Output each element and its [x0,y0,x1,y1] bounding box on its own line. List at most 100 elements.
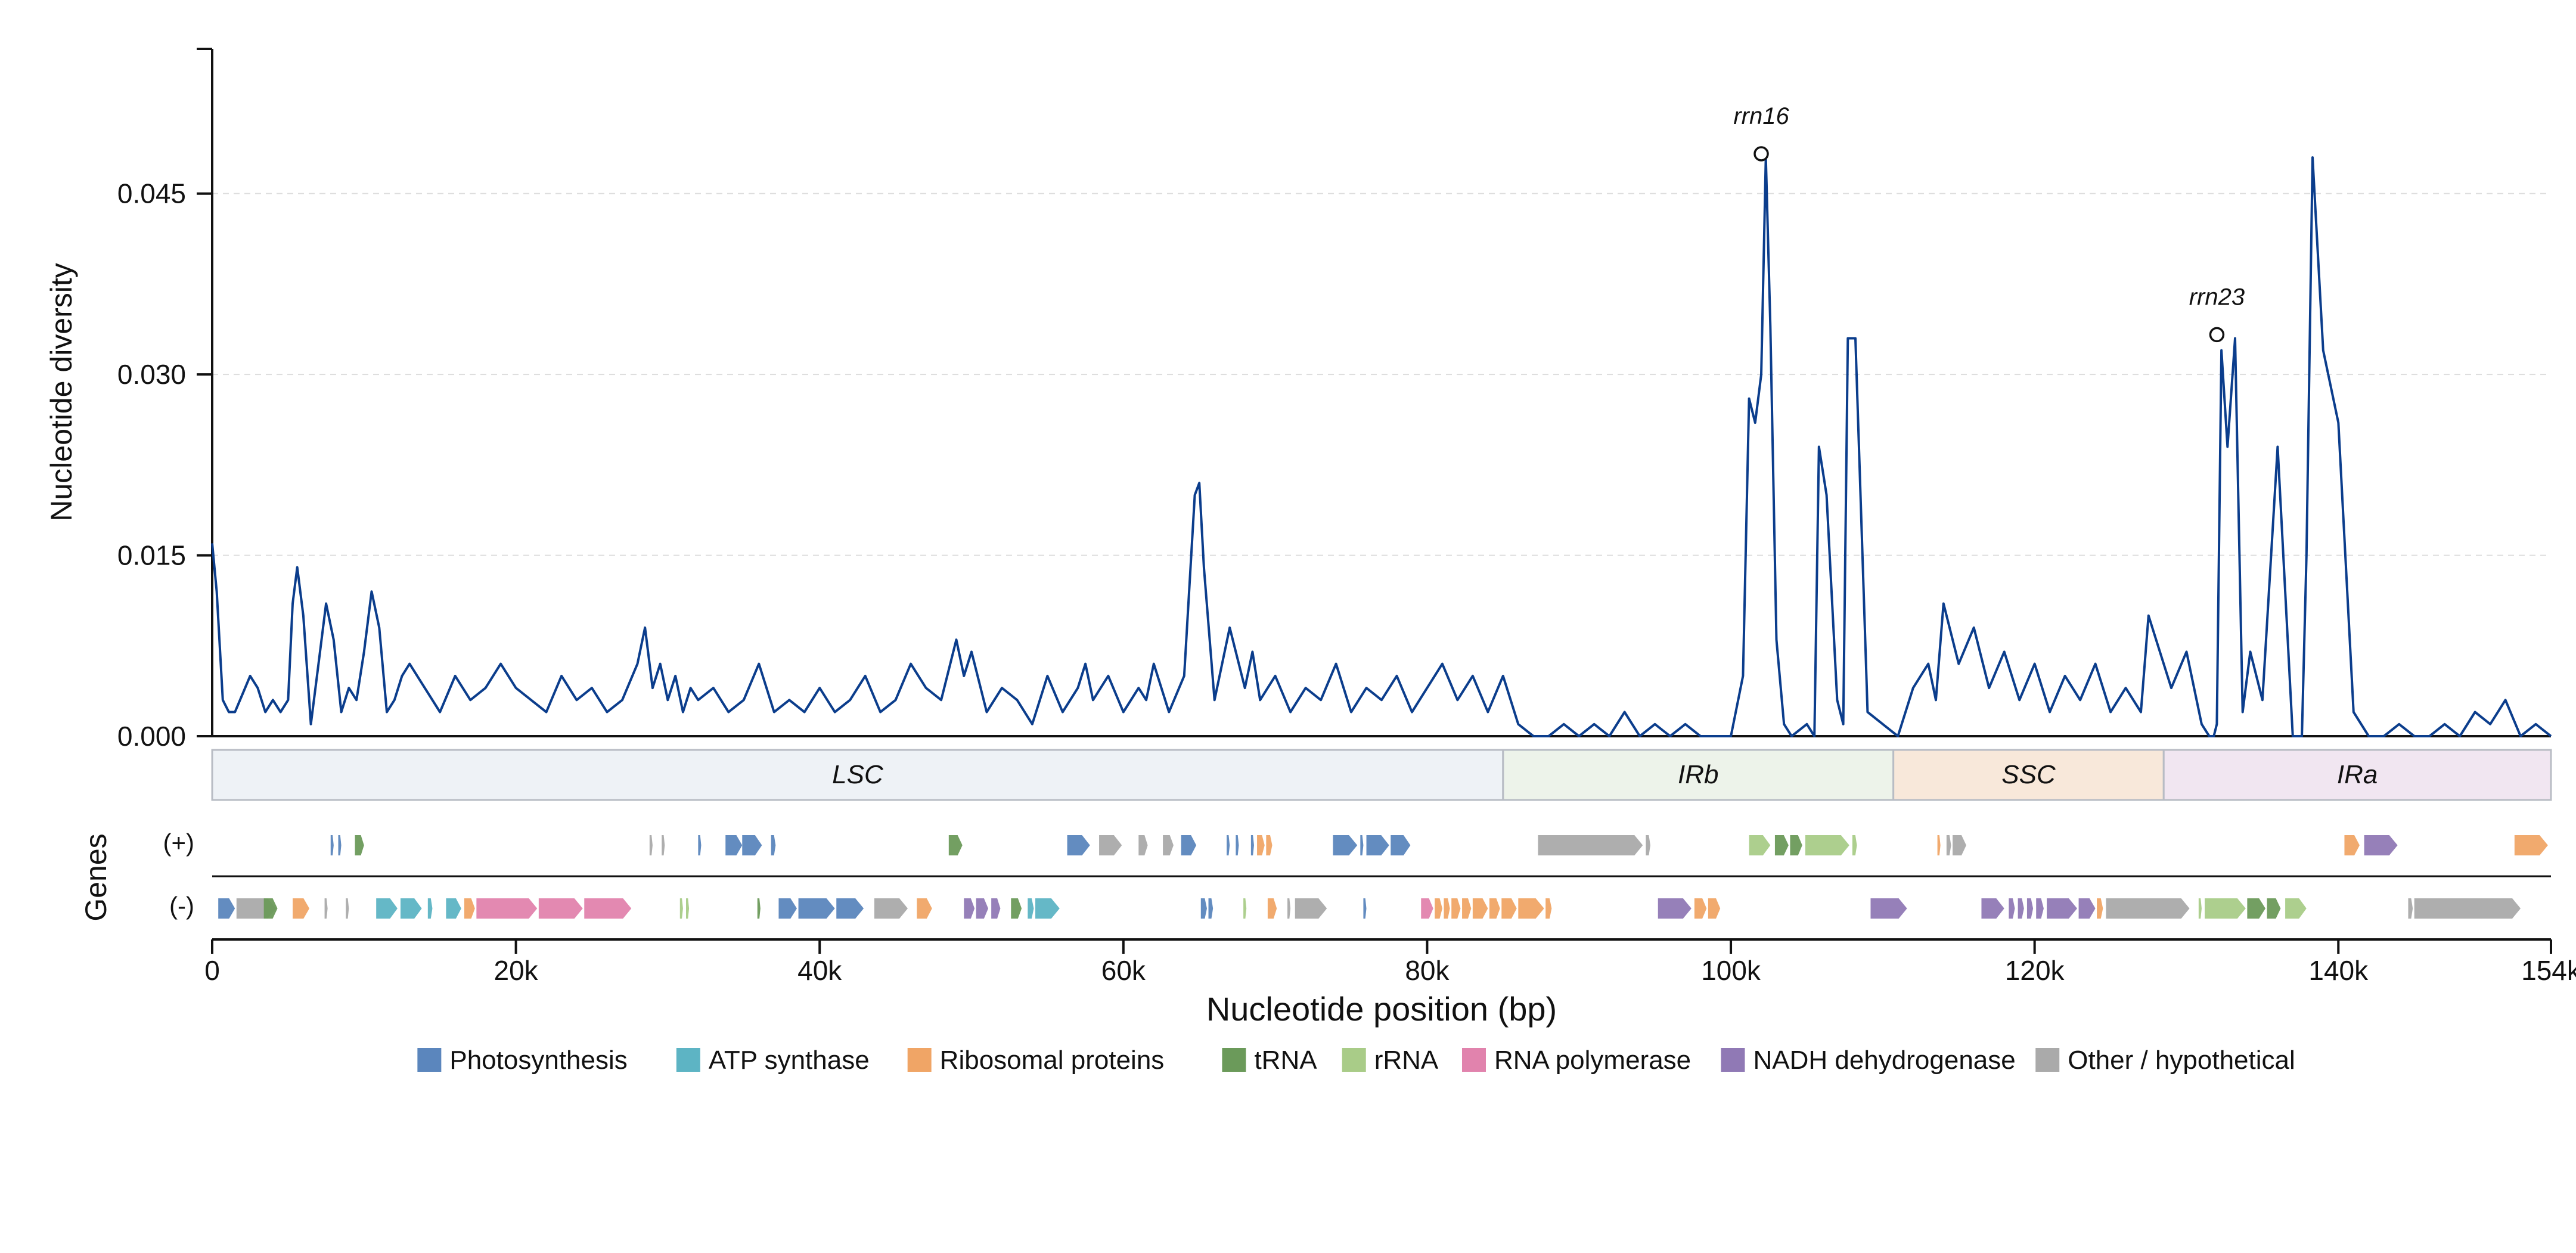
y-tick-label: 0.015 [117,540,186,571]
gene-feature [1953,835,1966,855]
gene-feature [2026,898,2034,919]
region-band [1502,749,1895,801]
gene-feature [725,835,743,855]
legend-label-photo: Photosynthesis [449,1046,627,1075]
gene-feature [1366,835,1389,855]
gene-feature [1067,835,1090,855]
gene-feature [1360,835,1364,855]
gene-feature [1749,835,1771,855]
annotation-marker [2209,327,2225,343]
x-tick-label: 40k [797,955,842,986]
gene-feature [1181,835,1197,855]
legend: Photosynthesis ATP synthase Ribosomal prot… [417,1046,2295,1075]
gene-feature [1451,898,1461,919]
gene-feature [2267,898,2281,919]
legend-label-other: Other / hypothetical [2068,1046,2295,1075]
gene-feature [1937,835,1941,855]
annotation-marker [1753,146,1769,162]
y-ticks: 0.000 0.015 0.030 0.045 [117,178,212,752]
y-gridlines [212,193,2551,556]
legend-label-rnap: RNA polymerase [1494,1046,1691,1075]
strand-plus-label: (+) [163,829,195,857]
gene-feature [1472,898,1488,919]
y-tick-label: 0.000 [117,721,186,752]
gene-feature [948,835,963,855]
region-label: IRa [2337,760,2378,789]
gene-feature [874,898,908,919]
y-axis-label: Nucleotide diversity [45,263,78,522]
legend-label-rrna: rRNA [1374,1046,1439,1075]
gene-feature [2285,898,2307,919]
legend-swatch-other [2035,1048,2060,1072]
legend-label-ndh: NADH dehydrogenase [1753,1046,2015,1075]
region-label: LSC [832,760,884,789]
genes-minus-strand [218,898,2521,919]
gene-feature [293,898,310,919]
gene-feature [1163,835,1174,855]
gene-feature [2514,835,2548,855]
gene-feature [330,835,334,855]
gene-feature [1545,898,1552,919]
gene-feature [1790,835,1802,855]
gene-feature [1028,898,1034,919]
gene-feature [917,898,932,919]
x-tick-label: 154k [2521,955,2576,986]
gene-feature [1138,835,1148,855]
gene-feature [355,835,364,855]
gene-feature [1287,898,1291,919]
genome-regions: LSC IRb SSC IRa [211,749,2552,801]
x-axis-label: Nucleotide position (bp) [1206,990,1557,1028]
gene-feature [1501,898,1517,919]
strand-minus-label: (-) [169,892,194,920]
gene-feature [2198,898,2202,919]
gene-feature [1236,835,1239,855]
gene-feature [324,898,328,919]
gene-feature [698,835,702,855]
gene-feature [1870,898,1907,919]
gene-feature [1708,898,1721,919]
gene-feature [778,898,797,919]
gene-feature [1295,898,1327,919]
x-tick-label: 80k [1405,955,1450,986]
gene-feature [1099,835,1122,855]
x-tick-label: 60k [1101,955,1146,986]
gene-feature [1266,835,1273,855]
gene-feature [476,898,538,919]
gene-feature [427,898,433,919]
legend-swatch-rnap [1462,1048,1486,1072]
gene-feature [685,898,690,919]
region-band [211,749,1504,801]
legend-label-trna: tRNA [1254,1046,1317,1075]
annotation-label: rrn16 [1733,103,1789,129]
gene-feature [1946,835,1951,855]
gene-feature [679,898,683,919]
legend-swatch-ndh [1721,1048,1745,1072]
gene-feature [376,898,398,919]
gene-feature [2247,898,2265,919]
gene-feature [446,898,461,919]
gene-feature [2036,898,2044,919]
axes [197,48,2551,941]
gene-feature [1981,898,2004,919]
gene-feature [400,898,422,919]
gene-feature [1444,898,1450,919]
annotation-label: rrn23 [2189,284,2245,310]
gene-feature [2078,898,2096,919]
gene-feature [1200,898,1207,919]
gene-feature [798,898,835,919]
gene-feature [1035,898,1060,919]
gene-feature [1421,898,1433,919]
series-line-nucleotide-diversity [211,156,2552,737]
peak-annotations: rrn16 rrn23 [1733,103,2245,343]
gene-feature [338,835,342,855]
gene-feature [1011,898,1022,919]
x-tick-label: 120k [2005,955,2065,986]
region-label: SSC [2001,760,2056,789]
legend-swatch-atp [676,1048,700,1072]
y-tick-label: 0.045 [117,178,186,209]
gene-feature [1646,835,1651,855]
gene-feature [1435,898,1442,919]
gene-feature [2364,835,2398,855]
gene-feature [1518,898,1544,919]
